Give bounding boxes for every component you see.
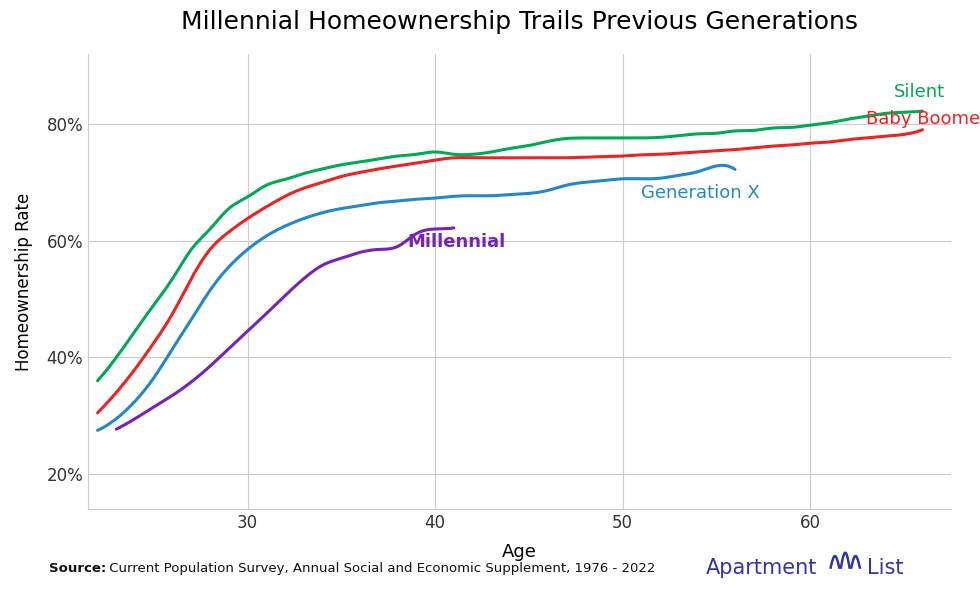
Text: Apartment: Apartment (706, 558, 817, 578)
Text: Silent: Silent (895, 83, 946, 101)
Text: Source:: Source: (49, 562, 106, 575)
X-axis label: Age: Age (502, 543, 537, 561)
Text: Generation X: Generation X (641, 184, 760, 202)
Text: Baby Boomer: Baby Boomer (866, 110, 980, 128)
Text: List: List (867, 558, 904, 578)
Y-axis label: Homeownership Rate: Homeownership Rate (15, 192, 32, 371)
Text: Millennial: Millennial (407, 234, 505, 252)
Text: Current Population Survey, Annual Social and Economic Supplement, 1976 - 2022: Current Population Survey, Annual Social… (105, 562, 656, 575)
Title: Millennial Homeownership Trails Previous Generations: Millennial Homeownership Trails Previous… (181, 10, 858, 34)
